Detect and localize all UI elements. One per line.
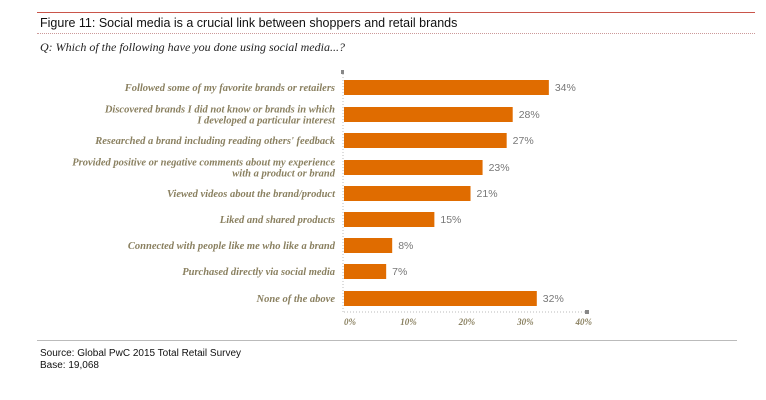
category-label: Researched a brand including reading oth… bbox=[94, 136, 336, 147]
category-label: Viewed videos about the brand/product bbox=[167, 189, 336, 200]
value-label: 27% bbox=[513, 135, 534, 147]
x-tick-label: 40% bbox=[575, 317, 593, 327]
bar bbox=[344, 291, 537, 306]
bottom-rule bbox=[37, 340, 737, 341]
category-label: I developed a particular interest bbox=[196, 116, 336, 127]
category-label: with a product or brand bbox=[232, 169, 335, 180]
value-label: 15% bbox=[440, 214, 461, 226]
bar bbox=[344, 80, 549, 95]
value-label: 21% bbox=[477, 188, 498, 200]
category-label: Provided positive or negative comments a… bbox=[72, 158, 335, 169]
x-tick-label: 10% bbox=[400, 317, 417, 327]
value-label: 28% bbox=[519, 109, 540, 121]
x-axis-cap bbox=[585, 310, 589, 314]
category-label: Purchased directly via social media bbox=[182, 267, 335, 278]
top-rule bbox=[37, 12, 755, 13]
category-label: None of the above bbox=[256, 294, 336, 305]
bar bbox=[344, 212, 435, 227]
y-axis-cap bbox=[341, 70, 344, 74]
bar bbox=[344, 186, 471, 201]
bar-chart: 0% 10% 20% 30% 40% 34% Followed some of my fav… bbox=[72, 70, 593, 327]
category-label: Connected with people like me who like a… bbox=[128, 241, 336, 252]
question-text: Q: Which of the following have you done … bbox=[40, 40, 345, 54]
value-label: 8% bbox=[398, 240, 413, 252]
category-label: Discovered brands I did not know or bran… bbox=[104, 105, 335, 116]
dotted-divider bbox=[37, 33, 755, 34]
bar bbox=[344, 264, 387, 279]
source-text: Source: Global PwC 2015 Total Retail Sur… bbox=[40, 348, 242, 359]
value-label: 7% bbox=[392, 266, 407, 278]
x-tick-label: 20% bbox=[458, 317, 476, 327]
bar bbox=[344, 160, 483, 175]
x-tick-label: 0% bbox=[344, 317, 357, 327]
value-label: 32% bbox=[543, 293, 564, 305]
category-label: Followed some of my favorite brands or r… bbox=[124, 83, 335, 94]
figure-title: Figure 11: Social media is a crucial lin… bbox=[40, 16, 458, 30]
bar bbox=[344, 107, 513, 122]
bar bbox=[344, 238, 393, 253]
category-label: Liked and shared products bbox=[219, 215, 335, 226]
base-text: Base: 19,068 bbox=[40, 360, 99, 371]
x-tick-label: 30% bbox=[516, 317, 534, 327]
value-label: 34% bbox=[555, 82, 576, 94]
bar bbox=[344, 133, 507, 148]
value-label: 23% bbox=[489, 162, 510, 174]
